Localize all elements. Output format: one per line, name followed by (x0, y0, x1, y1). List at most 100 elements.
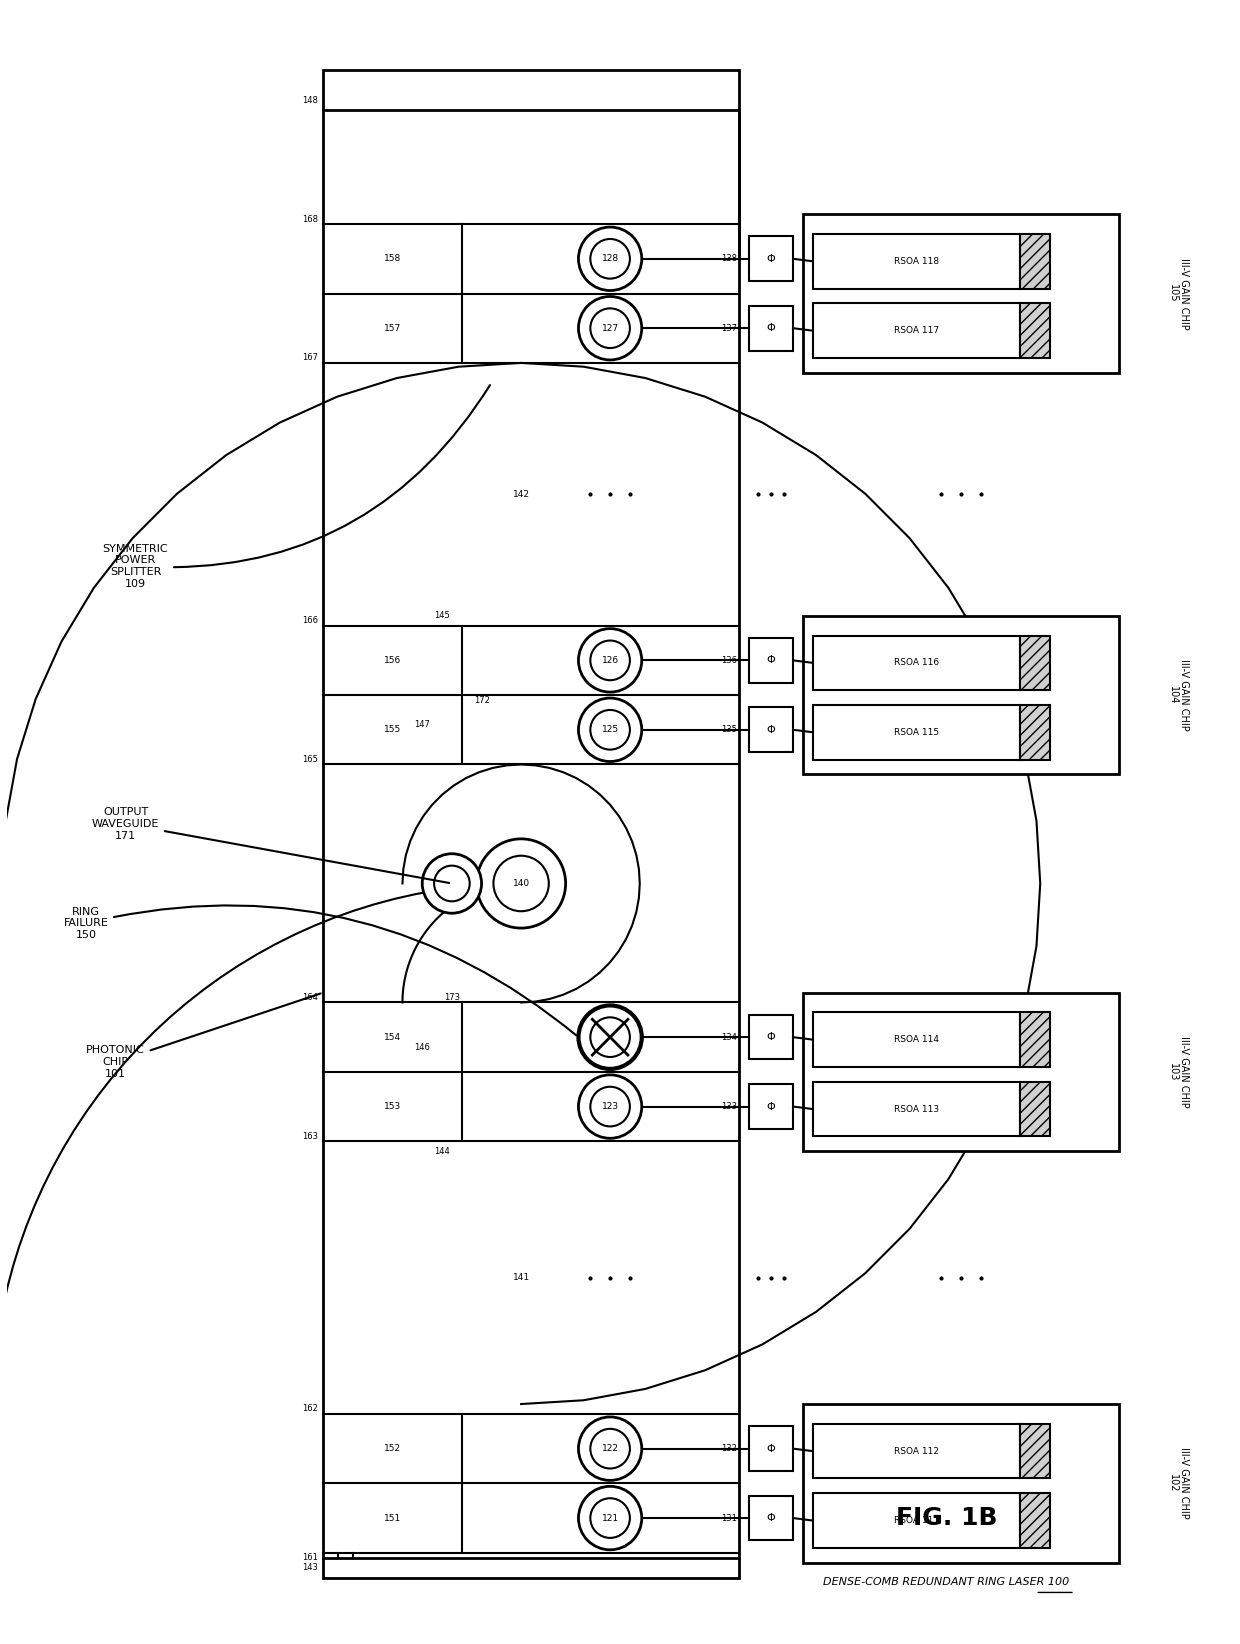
Bar (812, 1424, 1021, 1478)
Text: 151: 151 (384, 1514, 402, 1522)
Text: RSOA 111: RSOA 111 (894, 1516, 939, 1526)
Bar (804, 214, 1120, 373)
Bar (1021, 1082, 1050, 1136)
Text: RSOA 117: RSOA 117 (894, 326, 939, 335)
Text: Φ: Φ (766, 253, 775, 263)
Text: RSOA 113: RSOA 113 (894, 1105, 939, 1113)
Text: III-V GAIN CHIP
102: III-V GAIN CHIP 102 (1168, 1447, 1189, 1519)
Text: 145: 145 (434, 612, 450, 620)
Circle shape (579, 296, 642, 360)
Bar (804, 616, 1120, 774)
Text: 165: 165 (303, 755, 319, 764)
Bar (812, 233, 1021, 289)
Bar (1021, 1493, 1050, 1547)
Text: 126: 126 (601, 656, 619, 664)
Text: 161: 161 (303, 1554, 319, 1562)
Text: OUTPUT
WAVEGUIDE
171: OUTPUT WAVEGUIDE 171 (92, 807, 449, 883)
Text: 137: 137 (720, 324, 737, 332)
Bar (749, 306, 794, 350)
Text: 158: 158 (384, 255, 402, 263)
Circle shape (590, 238, 630, 278)
Text: RING
FAILURE
150: RING FAILURE 150 (63, 906, 577, 1036)
Circle shape (579, 1417, 642, 1480)
Text: DENSE-COMB REDUNDANT RING LASER 100: DENSE-COMB REDUNDANT RING LASER 100 (823, 1578, 1069, 1588)
Text: RSOA 118: RSOA 118 (894, 256, 939, 266)
Text: 125: 125 (601, 725, 619, 735)
Text: 134: 134 (720, 1032, 737, 1042)
Text: 173: 173 (444, 993, 460, 1001)
Bar (812, 636, 1021, 690)
Bar (749, 1496, 794, 1540)
Text: III-V GAIN CHIP
105: III-V GAIN CHIP 105 (1168, 258, 1189, 329)
Text: RSOA 114: RSOA 114 (894, 1036, 939, 1044)
Bar (812, 1493, 1021, 1547)
Text: 140: 140 (512, 880, 529, 888)
Text: 136: 136 (720, 656, 737, 664)
Bar (1021, 1013, 1050, 1067)
Circle shape (590, 641, 630, 681)
Circle shape (579, 1486, 642, 1550)
Circle shape (579, 1006, 642, 1069)
Bar (1021, 233, 1050, 289)
Text: 146: 146 (414, 1042, 430, 1052)
Circle shape (476, 838, 565, 929)
Circle shape (590, 1429, 630, 1468)
Text: 166: 166 (303, 616, 319, 625)
Text: 142: 142 (512, 490, 529, 498)
Text: 121: 121 (601, 1514, 619, 1522)
Text: 144: 144 (434, 1148, 450, 1156)
Circle shape (579, 227, 642, 291)
Bar (1021, 304, 1050, 358)
Bar (812, 1082, 1021, 1136)
Bar (749, 638, 794, 682)
Text: 133: 133 (720, 1101, 737, 1111)
Circle shape (423, 853, 481, 912)
Text: 127: 127 (601, 324, 619, 332)
Circle shape (590, 1087, 630, 1126)
Bar (749, 1014, 794, 1059)
Bar (749, 707, 794, 751)
Text: 122: 122 (601, 1443, 619, 1453)
Text: RSOA 115: RSOA 115 (894, 728, 939, 737)
Text: PHOTONIC
CHIP
101: PHOTONIC CHIP 101 (87, 993, 321, 1078)
Circle shape (579, 699, 642, 761)
Bar (324, 71, 739, 1578)
Bar (804, 1404, 1120, 1563)
Text: 128: 128 (601, 255, 619, 263)
Text: RSOA 112: RSOA 112 (894, 1447, 939, 1455)
Text: 168: 168 (303, 215, 319, 224)
Text: 172: 172 (474, 695, 490, 705)
Text: 153: 153 (384, 1101, 402, 1111)
Text: Φ: Φ (766, 656, 775, 666)
Text: Φ: Φ (766, 1443, 775, 1453)
Text: 131: 131 (720, 1514, 737, 1522)
Text: SYMMETRIC
POWER
SPLITTER
109: SYMMETRIC POWER SPLITTER 109 (103, 385, 490, 589)
Text: RSOA 116: RSOA 116 (894, 658, 939, 667)
Circle shape (579, 628, 642, 692)
Text: 163: 163 (303, 1131, 319, 1141)
Circle shape (579, 1075, 642, 1138)
Bar (812, 304, 1021, 358)
Circle shape (494, 857, 549, 911)
Text: III-V GAIN CHIP
104: III-V GAIN CHIP 104 (1168, 659, 1189, 732)
Text: 147: 147 (414, 720, 430, 730)
Text: 141: 141 (512, 1272, 529, 1282)
Bar (812, 1013, 1021, 1067)
Circle shape (434, 866, 470, 901)
Text: 152: 152 (384, 1443, 401, 1453)
Bar (1021, 636, 1050, 690)
Circle shape (590, 1018, 630, 1057)
Text: 154: 154 (384, 1032, 401, 1042)
Bar (749, 1427, 794, 1471)
Text: 138: 138 (720, 255, 737, 263)
Bar (749, 1085, 794, 1129)
Text: Φ: Φ (766, 1512, 775, 1522)
Text: 148: 148 (303, 95, 319, 105)
Circle shape (579, 1006, 642, 1069)
Text: Φ: Φ (766, 1101, 775, 1111)
Text: Φ: Φ (766, 324, 775, 334)
Text: 162: 162 (303, 1404, 319, 1414)
Text: III-V GAIN CHIP
103: III-V GAIN CHIP 103 (1168, 1036, 1189, 1108)
Text: 157: 157 (384, 324, 402, 332)
Text: Φ: Φ (766, 1032, 775, 1042)
